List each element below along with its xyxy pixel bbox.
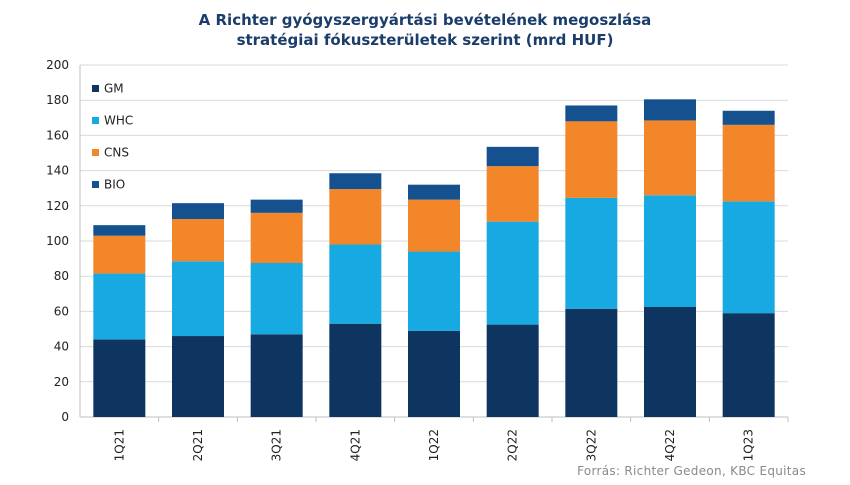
bar-whc-2Q21 xyxy=(172,261,224,337)
x-tick-label-3Q22: 3Q22 xyxy=(584,429,598,461)
y-tick-label-0: 0 xyxy=(61,410,69,424)
bar-bio-1Q23 xyxy=(722,110,775,125)
x-tick-label-4Q21: 4Q21 xyxy=(348,429,362,461)
y-tick-label-20: 20 xyxy=(54,375,69,389)
bar-whc-1Q22 xyxy=(408,251,460,331)
bar-gm-2Q22 xyxy=(486,324,539,417)
legend-label-bio: BIO xyxy=(104,178,125,192)
bar-whc-1Q21 xyxy=(93,273,146,340)
bar-gm-1Q23 xyxy=(722,313,775,417)
x-tick-label-3Q21: 3Q21 xyxy=(270,429,284,461)
legend-swatch-whc xyxy=(92,117,99,124)
bar-bio-1Q22 xyxy=(408,184,460,200)
y-tick-label-40: 40 xyxy=(54,340,69,354)
chart-title-line-2: stratégiai fókuszterületek szerint (mrd … xyxy=(236,31,614,49)
bar-bio-1Q21 xyxy=(93,225,146,236)
y-tick-label-120: 120 xyxy=(46,199,69,213)
bar-cns-3Q22 xyxy=(565,121,618,198)
bar-whc-4Q21 xyxy=(329,244,382,324)
bar-bio-3Q22 xyxy=(565,105,618,122)
x-tick-label-2Q21: 2Q21 xyxy=(191,429,205,461)
legend-label-cns: CNS xyxy=(104,146,129,160)
bar-gm-1Q22 xyxy=(408,330,460,417)
legend-label-whc: WHC xyxy=(104,114,133,128)
legend-swatch-gm xyxy=(92,85,99,92)
y-tick-label-200: 200 xyxy=(46,58,69,72)
bar-gm-3Q21 xyxy=(250,334,303,417)
y-tick-label-60: 60 xyxy=(54,304,69,318)
source-note: Forrás: Richter Gedeon, KBC Equitas xyxy=(577,464,806,478)
bar-gm-1Q21 xyxy=(93,339,146,417)
bar-cns-3Q21 xyxy=(250,212,303,263)
bar-whc-3Q21 xyxy=(250,263,303,335)
bar-gm-4Q21 xyxy=(329,323,382,417)
x-tick-label-1Q22: 1Q22 xyxy=(427,429,441,461)
x-tick-label-4Q22: 4Q22 xyxy=(663,429,677,461)
x-tick-label-2Q22: 2Q22 xyxy=(506,429,520,461)
legend-swatch-bio xyxy=(92,181,99,188)
x-tick-label-1Q21: 1Q21 xyxy=(112,429,126,461)
chart-title-line-1: A Richter gyógyszergyártási bevételének … xyxy=(198,11,652,29)
bar-cns-4Q21 xyxy=(329,189,382,245)
bar-cns-4Q22 xyxy=(644,120,696,196)
bar-whc-2Q22 xyxy=(486,221,539,325)
bar-bio-2Q21 xyxy=(172,203,224,219)
bar-bio-4Q22 xyxy=(644,99,696,121)
x-tick-label-1Q23: 1Q23 xyxy=(742,429,756,461)
bar-cns-2Q21 xyxy=(172,219,224,262)
bar-whc-4Q22 xyxy=(644,195,696,307)
bar-whc-3Q22 xyxy=(565,197,618,309)
legend-swatch-cns xyxy=(92,149,99,156)
bar-gm-4Q22 xyxy=(644,307,696,417)
bar-gm-3Q22 xyxy=(565,308,618,417)
bar-bio-2Q22 xyxy=(486,146,539,167)
chart-title: A Richter gyógyszergyártási bevételének … xyxy=(0,10,850,50)
bar-gm-2Q21 xyxy=(172,336,224,417)
bar-cns-2Q22 xyxy=(486,166,539,222)
y-tick-label-140: 140 xyxy=(46,164,69,178)
y-tick-label-180: 180 xyxy=(46,93,69,107)
y-tick-label-100: 100 xyxy=(46,234,69,248)
bar-cns-1Q21 xyxy=(93,235,146,274)
legend-label-gm: GM xyxy=(104,82,124,96)
y-tick-label-160: 160 xyxy=(46,128,69,142)
bar-bio-3Q21 xyxy=(250,199,303,213)
bar-bio-4Q21 xyxy=(329,173,382,190)
bar-cns-1Q23 xyxy=(722,124,775,202)
bar-whc-1Q23 xyxy=(722,201,775,314)
bar-cns-1Q22 xyxy=(408,199,460,252)
y-tick-label-80: 80 xyxy=(54,269,69,283)
